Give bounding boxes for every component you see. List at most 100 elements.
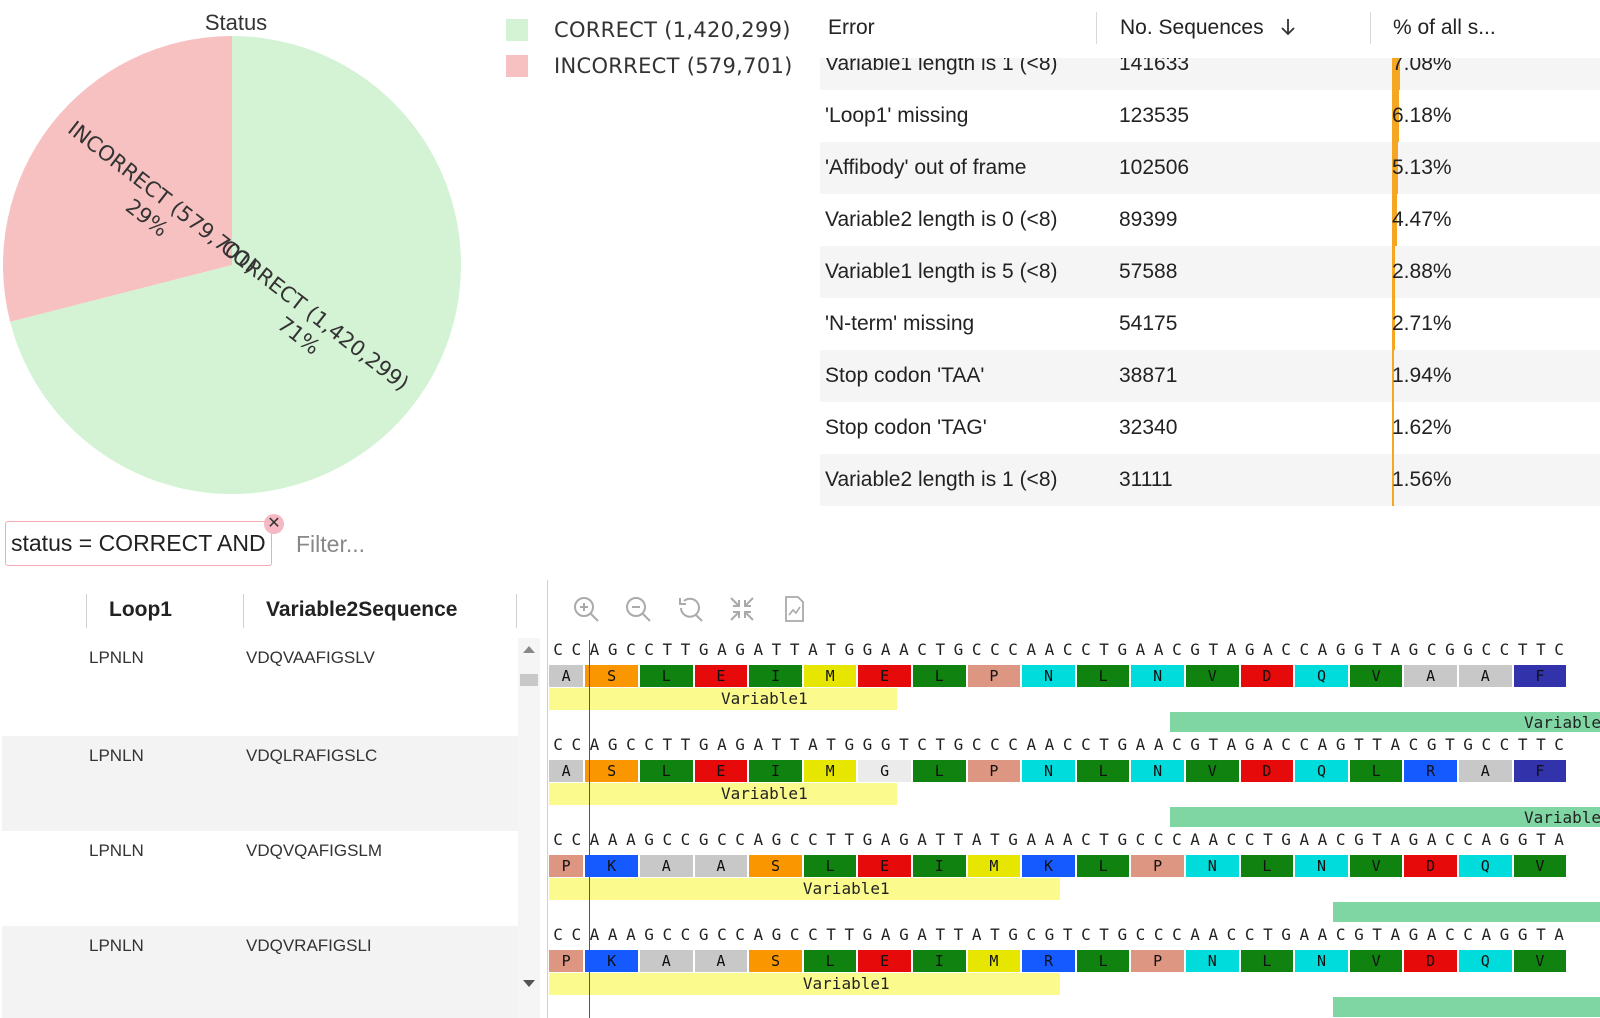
loop1-cell: LPNLN <box>89 841 144 860</box>
scroll-thumb[interactable] <box>520 674 538 686</box>
variable2-annotation[interactable] <box>1333 902 1600 922</box>
amino-acid-cell: S <box>585 665 640 687</box>
variable2-annotation[interactable] <box>1333 997 1600 1017</box>
column-separator[interactable] <box>516 594 517 628</box>
nucleotide: C <box>553 735 563 754</box>
nucleotide: T <box>771 640 782 659</box>
pct-bar <box>1392 38 1400 90</box>
close-icon[interactable]: ✕ <box>264 514 284 534</box>
nucleotide: C <box>1554 735 1564 754</box>
filter-chip[interactable]: status = CORRECT AND <box>5 521 272 566</box>
column-header-variable2[interactable]: Variable2Sequence <box>266 598 458 621</box>
variable1-annotation[interactable]: Variable1 <box>549 783 897 805</box>
nucleotide: A <box>1554 925 1564 944</box>
filter-input[interactable] <box>296 524 546 564</box>
pct-text: 4.47% <box>1392 208 1452 231</box>
zoom-in-icon[interactable] <box>560 592 612 626</box>
table-row[interactable]: LPNLN VDQVQAFIGSLM <box>2 831 518 926</box>
variable2-annotation[interactable]: Variable2 <box>1169 712 1600 732</box>
pct-bar <box>1392 350 1395 402</box>
variable1-annotation[interactable]: Variable1 <box>549 973 1061 995</box>
column-separator[interactable] <box>243 594 244 628</box>
amino-acid-cell: F <box>1513 760 1569 782</box>
variable2-annotation[interactable]: Variable2 <box>1169 807 1600 827</box>
nucleotide: G <box>644 925 654 944</box>
nucleotide: A <box>1263 735 1273 754</box>
nucleotide: C <box>553 830 563 849</box>
column-header-count[interactable]: No. Sequences <box>1120 16 1297 40</box>
pie-slice-correct[interactable] <box>10 36 462 494</box>
column-header-count-label: No. Sequences <box>1120 16 1264 39</box>
count-cell: 54175 <box>1119 312 1178 335</box>
table-row[interactable]: 'N-term' missing 54175 2.71% <box>820 298 1600 350</box>
vertical-scrollbar[interactable] <box>518 638 540 1018</box>
amino-acid-cell: D <box>1240 665 1296 687</box>
nucleotide: C <box>735 830 745 849</box>
export-icon[interactable] <box>768 592 820 626</box>
amino-acid-cell: L <box>640 760 695 782</box>
amino-acid-cell: A <box>1459 760 1514 782</box>
variable1-annotation[interactable]: Variable1 <box>549 878 1061 900</box>
position-cursor[interactable] <box>589 640 590 1018</box>
pane-divider[interactable] <box>547 580 548 1018</box>
table-row[interactable]: LPNLN VDQVAAFIGSLV <box>2 638 518 733</box>
nucleotide: A <box>1153 640 1164 659</box>
amino-acid-cell: P <box>1131 950 1186 972</box>
column-separator[interactable] <box>1370 12 1371 44</box>
column-separator[interactable] <box>86 594 87 628</box>
nucleotide: G <box>1190 640 1200 659</box>
status-pie-chart: Status CORRECT (1,420,299) 71% INCORRECT (… <box>0 0 480 510</box>
pct-text: 5.13% <box>1392 156 1452 179</box>
amino-acid-cell: G <box>858 760 913 782</box>
amino-acid-cell: L <box>803 855 859 877</box>
amino-acid-cell: L <box>1240 950 1296 972</box>
zoom-out-icon[interactable] <box>612 592 664 626</box>
legend-item-incorrect[interactable]: INCORRECT (579,701) <box>506 48 793 84</box>
error-cell: Stop codon 'TAG' <box>825 416 987 439</box>
error-cell: Variable2 length is 1 (<8) <box>825 468 1058 491</box>
nucleotide: G <box>1499 830 1510 849</box>
table-row[interactable]: LPNLN VDQLRAFIGSLC <box>2 736 518 831</box>
reset-zoom-icon[interactable] <box>664 592 716 626</box>
nucleotide: C <box>626 640 636 659</box>
nucleotide: C <box>680 830 691 849</box>
nucleotide: C <box>917 735 927 754</box>
table-row[interactable]: Stop codon 'TAG' 32340 1.62% <box>820 402 1600 454</box>
table-row[interactable]: Variable2 length is 0 (<8) 89399 4.47% <box>820 194 1600 246</box>
table-row[interactable]: Variable1 length is 5 (<8) 57588 2.88% <box>820 246 1600 298</box>
column-header-pct[interactable]: % of all s... <box>1393 16 1496 39</box>
nucleotide: C <box>789 830 800 849</box>
amino-acid-cell: K <box>585 950 640 972</box>
amino-acid-cell: A <box>1404 665 1459 687</box>
table-row[interactable]: Stop codon 'TAA' 38871 1.94% <box>820 350 1600 402</box>
table-row[interactable]: 'Loop1' missing 123535 6.18% <box>820 90 1600 142</box>
table-row[interactable]: LPNLN VDQVRAFIGSLI <box>2 926 518 1018</box>
amino-acid-cell: Q <box>1459 855 1514 877</box>
nucleotide: A <box>808 735 818 754</box>
table-row[interactable]: 'Affibody' out of frame 102506 5.13% <box>820 142 1600 194</box>
nucleotide: G <box>1117 925 1128 944</box>
scroll-up-icon[interactable] <box>523 646 535 653</box>
count-cell: 32340 <box>1119 416 1178 439</box>
pct-cell: 1.62% <box>1392 402 1452 454</box>
pie-slice-incorrect[interactable] <box>2 36 233 322</box>
legend-label-correct: CORRECT (1,420,299) <box>554 18 791 42</box>
error-cell: Variable2 length is 0 (<8) <box>825 208 1058 231</box>
amino-acid-cell: P <box>967 760 1023 782</box>
column-header-error[interactable]: Error <box>828 16 875 39</box>
nucleotide: G <box>1190 735 1200 754</box>
amino-acid-cell: M <box>967 855 1023 877</box>
legend-item-correct[interactable]: CORRECT (1,420,299) <box>506 12 793 48</box>
fit-icon[interactable] <box>716 592 768 626</box>
error-cell: 'Affibody' out of frame <box>825 156 1027 179</box>
column-header-loop1[interactable]: Loop1 <box>109 598 172 621</box>
table-row[interactable]: Variable2 length is 1 (<8) 31111 1.56% <box>820 454 1600 506</box>
nucleotide: G <box>1335 735 1346 754</box>
scroll-down-icon[interactable] <box>523 980 535 987</box>
nucleotide: C <box>571 925 582 944</box>
nucleotide: T <box>1062 925 1073 944</box>
nucleotide: T <box>844 925 855 944</box>
variable1-annotation[interactable]: Variable1 <box>549 688 897 710</box>
column-separator[interactable] <box>1096 12 1097 44</box>
